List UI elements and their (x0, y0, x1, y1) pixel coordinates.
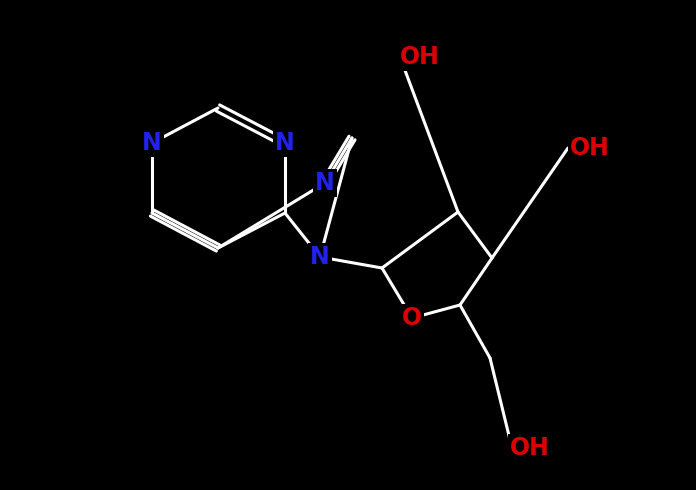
Text: OH: OH (510, 436, 550, 460)
Text: O: O (402, 306, 422, 330)
Text: N: N (275, 131, 295, 155)
Text: N: N (142, 131, 162, 155)
Text: N: N (310, 245, 330, 269)
Text: N: N (315, 171, 335, 195)
Text: OH: OH (570, 136, 610, 160)
Text: OH: OH (400, 45, 440, 69)
